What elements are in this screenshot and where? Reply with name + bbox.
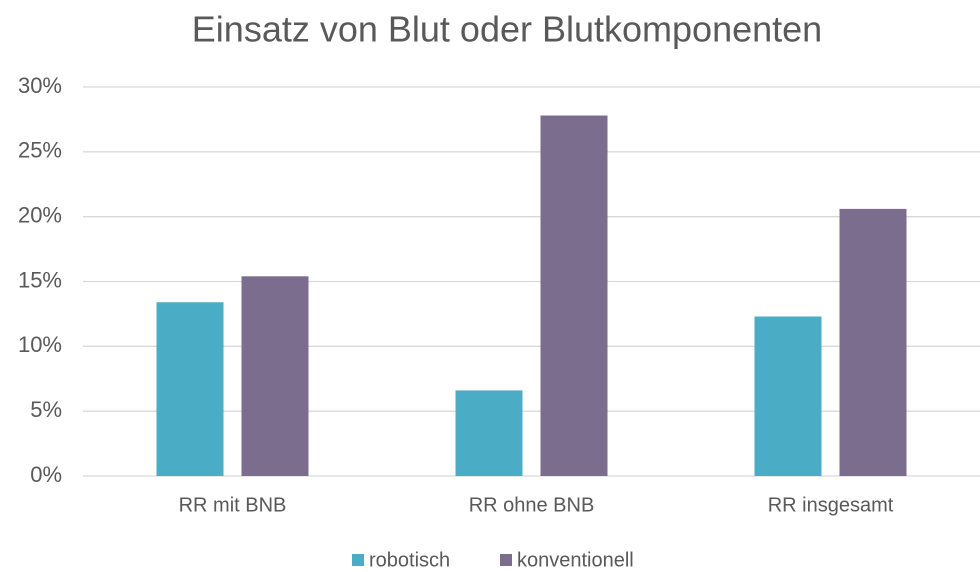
legend-swatch [352, 554, 364, 566]
legend-swatch [500, 554, 512, 566]
bar [455, 390, 523, 476]
bar [839, 208, 907, 477]
y-tick-label: 15% [18, 267, 62, 292]
y-tick-label: 30% [18, 73, 62, 98]
bar [241, 276, 309, 476]
y-tick-label: 5% [30, 397, 62, 422]
y-tick-label: 25% [18, 138, 62, 163]
bar [156, 302, 224, 476]
x-tick-label: RR ohne BNB [469, 494, 595, 516]
legend-label: robotisch [369, 549, 450, 571]
y-tick-label: 20% [18, 202, 62, 227]
legend-label: konventionell [517, 549, 634, 571]
bar [540, 115, 608, 476]
y-tick-label: 0% [30, 462, 62, 487]
y-tick-label: 10% [18, 332, 62, 357]
chart-title: Einsatz von Blut oder Blutkomponenten [192, 9, 822, 50]
x-tick-label: RR mit BNB [179, 494, 287, 516]
bar [754, 316, 822, 476]
x-tick-label: RR insgesamt [768, 494, 894, 516]
